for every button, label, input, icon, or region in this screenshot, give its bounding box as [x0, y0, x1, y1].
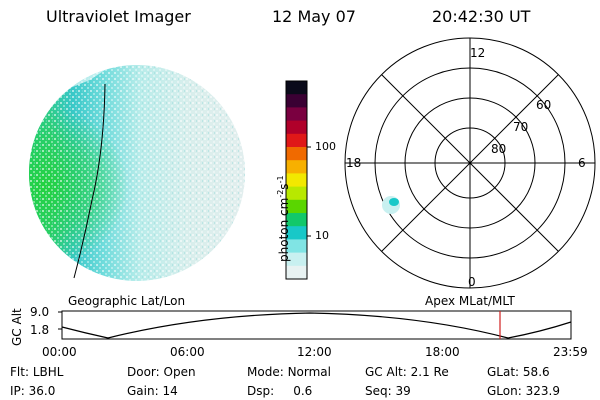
colorbar-segment — [286, 226, 307, 240]
projection-left-label: Geographic Lat/Lon — [68, 294, 186, 308]
colorbar-segment — [286, 94, 307, 108]
info-glon: GLon: 323.9 — [487, 384, 560, 398]
polar-plot — [344, 37, 596, 289]
time-tick-1800: 18:00 — [425, 345, 460, 359]
colorbar-segment — [286, 107, 307, 122]
time: 20:42:30 UT — [432, 7, 531, 26]
info-door: Door: Open — [127, 365, 196, 379]
colorbar-frame — [285, 80, 311, 280]
time-tick-2359: 23:59 — [553, 345, 588, 359]
altitude-tick-high: 9.0 — [30, 305, 50, 319]
date: 12 May 07 — [272, 7, 356, 26]
colorbar — [286, 81, 307, 280]
colorbar-segment — [286, 147, 307, 161]
mlat-label-70: 70 — [513, 120, 529, 134]
mlt-label-18: 18 — [346, 156, 362, 170]
mlt-label-6: 6 — [578, 156, 586, 170]
mlat-label-60: 60 — [536, 98, 552, 112]
info-dsp: Dsp: 0.6 — [247, 384, 313, 398]
colorbar-segment — [286, 81, 307, 95]
colorbar-segment — [286, 199, 307, 214]
colorbar-segment — [286, 265, 307, 280]
altitude-curve — [61, 312, 572, 339]
info-gain: Gain: 14 — [127, 384, 178, 398]
colorbar-tick-100: 100 — [315, 140, 336, 153]
altitude-panel — [58, 310, 572, 340]
time-tick-0000: 00:00 — [42, 345, 77, 359]
colorbar-segment — [286, 160, 307, 174]
mlat-label-80: 80 — [491, 142, 507, 156]
info-flt: Flt: LBHL — [10, 365, 64, 379]
colorbar-segment — [286, 252, 307, 267]
altitude-axis-label: GC Alt — [10, 308, 24, 346]
colorbar-tick-10: 10 — [315, 229, 329, 242]
title: Ultraviolet Imager — [46, 7, 191, 26]
mlt-label-0: 0 — [468, 275, 476, 289]
earth-image — [29, 65, 245, 281]
altitude-tick-low: 1.8 — [30, 323, 50, 337]
time-tick-1200: 12:00 — [297, 345, 332, 359]
colorbar-segment — [286, 239, 307, 254]
colorbar-unit-label: photon cm-2s-1 — [276, 175, 291, 262]
projection-right-label: Apex MLat/MLT — [425, 294, 515, 308]
colorbar-segment — [286, 133, 307, 148]
colorbar-segment — [286, 120, 307, 135]
colorbar-segment — [286, 186, 307, 201]
terminator-line — [73, 83, 106, 279]
info-gc-alt: GC Alt: 2.1 Re — [365, 365, 449, 379]
info-glat: GLat: 58.6 — [487, 365, 550, 379]
colorbar-segment — [286, 173, 307, 188]
polar-aurora-spot — [382, 196, 400, 214]
info-ip: IP: 36.0 — [10, 384, 56, 398]
time-tick-0600: 06:00 — [170, 345, 205, 359]
info-seq: Seq: 39 — [365, 384, 411, 398]
info-mode: Mode: Normal — [247, 365, 331, 379]
colorbar-segment — [286, 213, 307, 227]
mlt-label-12: 12 — [470, 46, 486, 60]
